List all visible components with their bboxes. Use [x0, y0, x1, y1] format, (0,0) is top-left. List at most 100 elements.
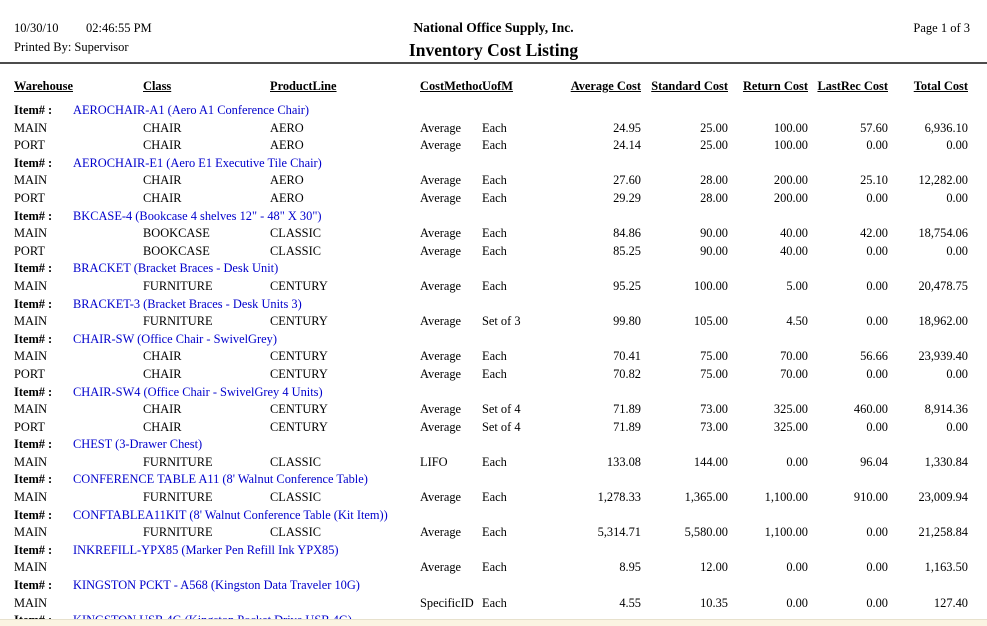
table-cell: CLASSIC: [270, 525, 321, 540]
table-cell: 24.14: [613, 138, 641, 153]
company-name: National Office Supply, Inc.: [413, 20, 574, 35]
table-row: MAIN FURNITURE CLASSIC Average Each 5,314.71 5…: [14, 524, 968, 542]
table-cell: MAIN: [14, 454, 48, 469]
table-cell: Average: [420, 366, 462, 381]
table-cell: 40.00: [780, 226, 808, 241]
item-number-label: Item# :: [14, 507, 53, 522]
table-cell: 325.00: [773, 419, 808, 434]
table-cell: 0.00: [946, 366, 968, 381]
table-cell: 100.00: [693, 278, 728, 293]
table-cell: 99.80: [613, 314, 641, 329]
table-cell: FURNITURE: [143, 278, 213, 293]
table-cell: 0.00: [866, 314, 888, 329]
table-cell: 8.95: [619, 560, 641, 575]
table-cell: Average: [420, 278, 462, 293]
item-header-row: Item# : BKCASE-4 (Bookcase 4 shelves 12" …: [14, 208, 968, 226]
table-cell: AERO: [270, 138, 304, 153]
table-cell: 70.82: [613, 366, 641, 381]
item-link[interactable]: CHAIR-SW (Office Chair - SwivelGrey): [73, 331, 277, 346]
item-link[interactable]: BRACKET-3 (Bracket Braces - Desk Units 3…: [73, 296, 302, 311]
table-cell: Average: [420, 120, 462, 135]
table-row: MAIN FURNITURE CENTURY Average Set of 3 99.80…: [14, 313, 968, 331]
table-cell: Each: [482, 226, 507, 241]
item-number-label: Item# :: [14, 578, 53, 593]
table-cell: [143, 559, 270, 577]
table-cell: 21,258.84: [918, 525, 968, 540]
column-header-average-cost: Average Cost: [570, 79, 641, 93]
table-row: MAIN Average Each 8.95 12.00 0.00 0.00 1,163.50: [14, 559, 968, 577]
table-cell: CHAIR: [143, 419, 182, 434]
table-cell: AERO: [270, 173, 304, 188]
window-bottom-edge: [0, 619, 987, 626]
table-cell: Set of 4: [482, 402, 521, 417]
table-cell: Each: [482, 278, 507, 293]
table-cell: CLASSIC: [270, 490, 321, 505]
item-header-row: Item# : KINGSTON PCKT - A568 (Kingston Da…: [14, 577, 968, 595]
item-link[interactable]: CONFTABLEA11KIT (8' Walnut Conference Ta…: [73, 507, 388, 522]
table-cell: MAIN: [14, 173, 48, 188]
table-cell: 95.25: [613, 278, 641, 293]
item-link[interactable]: INKREFILL-YPX85 (Marker Pen Refill Ink Y…: [73, 542, 339, 557]
table-cell: Set of 3: [482, 314, 521, 329]
table-row: PORT CHAIR CENTURY Average Each 70.82 75.00 70.…: [14, 366, 968, 384]
item-header-row: Item# : CHAIR-SW4 (Office Chair - SwivelG…: [14, 384, 968, 402]
table-cell: 100.00: [773, 138, 808, 153]
table-cell: 70.41: [613, 349, 641, 364]
report-time: 02:46:55 PM: [86, 21, 152, 35]
table-cell: Average: [420, 190, 462, 205]
table-cell: 71.89: [613, 402, 641, 417]
table-row: PORT CHAIR AERO Average Each 29.29 28.00 200.00…: [14, 190, 968, 208]
table-cell: 0.00: [946, 419, 968, 434]
table-cell: Average: [420, 560, 462, 575]
table-cell: Each: [482, 366, 507, 381]
table-cell: 1,163.50: [924, 560, 968, 575]
table-cell: [143, 595, 270, 613]
table-cell: PORT: [14, 243, 45, 258]
table-cell: Each: [482, 560, 507, 575]
table-cell: 90.00: [700, 226, 728, 241]
item-link[interactable]: BKCASE-4 (Bookcase 4 shelves 12" - 48" X…: [73, 208, 322, 223]
table-cell: 460.00: [853, 402, 888, 417]
table-cell: FURNITURE: [143, 525, 213, 540]
table-cell: Average: [420, 226, 462, 241]
table-cell: CHAIR: [143, 402, 182, 417]
table-cell: 18,754.06: [918, 226, 968, 241]
item-link[interactable]: KINGSTON PCKT - A568 (Kingston Data Trav…: [73, 578, 360, 593]
item-link[interactable]: CHAIR-SW4 (Office Chair - SwivelGrey 4 U…: [73, 384, 323, 399]
item-header-row: Item# : CONFTABLEA11KIT (8' Walnut Confer…: [14, 507, 968, 525]
table-cell: CENTURY: [270, 366, 328, 381]
item-link[interactable]: CONFERENCE TABLE A11 (8' Walnut Conferen…: [73, 472, 368, 487]
table-cell: MAIN: [14, 525, 48, 540]
table-cell: 5,314.71: [597, 525, 641, 540]
table-cell: BOOKCASE: [143, 226, 210, 241]
item-link[interactable]: BRACKET (Bracket Braces - Desk Unit): [73, 261, 279, 276]
table-row: MAIN FURNITURE CENTURY Average Each 95.25 100.…: [14, 278, 968, 296]
table-cell: 0.00: [946, 190, 968, 205]
table-cell: 1,100.00: [764, 490, 808, 505]
item-link[interactable]: CHEST (3-Drawer Chest): [73, 437, 203, 452]
table-cell: CLASSIC: [270, 243, 321, 258]
table-cell: Average: [420, 490, 462, 505]
table-cell: 42.00: [860, 226, 888, 241]
table-cell: CENTURY: [270, 314, 328, 329]
table-cell: 4.50: [786, 314, 808, 329]
table-cell: PORT: [14, 190, 45, 205]
table-cell: 90.00: [700, 243, 728, 258]
table-cell: CLASSIC: [270, 454, 321, 469]
item-link[interactable]: AEROCHAIR-A1 (Aero A1 Conference Chair): [73, 103, 310, 117]
table-cell: 75.00: [700, 349, 728, 364]
item-number-label: Item# :: [14, 296, 53, 311]
table-cell: CHAIR: [143, 138, 182, 153]
table-cell: LIFO: [420, 454, 448, 469]
table-cell: Each: [482, 454, 507, 469]
table-cell: 0.00: [866, 366, 888, 381]
table-cell: 29.29: [613, 190, 641, 205]
table-cell: 0.00: [946, 243, 968, 258]
table-cell: 12,282.00: [918, 173, 968, 188]
table-cell: Each: [482, 525, 507, 540]
table-cell: 1,330.84: [924, 454, 968, 469]
table-cell: 71.89: [613, 419, 641, 434]
item-link[interactable]: AEROCHAIR-E1 (Aero E1 Executive Tile Cha…: [73, 155, 322, 170]
table-cell: 28.00: [700, 173, 728, 188]
